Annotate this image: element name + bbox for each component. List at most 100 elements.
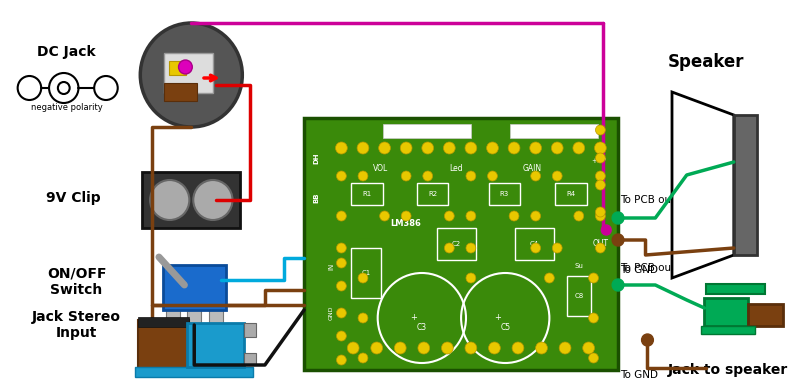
Bar — [135, 367, 253, 377]
Circle shape — [536, 342, 547, 354]
Circle shape — [394, 342, 406, 354]
Text: BB: BB — [313, 193, 319, 203]
Text: To PCB out: To PCB out — [620, 195, 675, 205]
Text: C8: C8 — [574, 293, 583, 299]
Circle shape — [337, 171, 346, 181]
Circle shape — [337, 258, 346, 268]
Circle shape — [58, 82, 70, 94]
Circle shape — [552, 243, 562, 253]
Bar — [437, 228, 476, 260]
Circle shape — [402, 211, 411, 221]
Bar — [244, 353, 256, 365]
Circle shape — [466, 243, 476, 253]
Text: To GND: To GND — [620, 265, 658, 275]
Bar — [555, 183, 586, 205]
Bar — [734, 115, 758, 255]
Text: 9V Clip: 9V Clip — [46, 191, 101, 205]
Text: +9V: +9V — [591, 158, 606, 164]
Text: C4: C4 — [530, 241, 539, 247]
Circle shape — [530, 171, 541, 181]
Circle shape — [380, 211, 390, 221]
Text: −: − — [101, 82, 111, 95]
Text: R2: R2 — [428, 191, 437, 197]
Circle shape — [358, 313, 368, 323]
Bar — [351, 183, 382, 205]
Text: Jack Stereo
Input: Jack Stereo Input — [32, 310, 121, 340]
Circle shape — [552, 171, 562, 181]
Circle shape — [559, 342, 571, 354]
Circle shape — [337, 211, 346, 221]
Circle shape — [94, 76, 118, 100]
Circle shape — [358, 171, 368, 181]
Bar — [417, 183, 448, 205]
Bar — [515, 228, 554, 260]
Circle shape — [642, 334, 654, 346]
Bar — [382, 124, 471, 138]
Text: +: + — [410, 314, 418, 322]
Bar — [510, 124, 598, 138]
Circle shape — [512, 342, 524, 354]
Text: negative polarity: negative polarity — [31, 102, 102, 112]
Circle shape — [337, 243, 346, 253]
Circle shape — [337, 281, 346, 291]
Circle shape — [442, 342, 454, 354]
Text: R1: R1 — [362, 191, 371, 197]
Circle shape — [489, 342, 500, 354]
Circle shape — [612, 234, 624, 246]
Text: Su: Su — [574, 263, 583, 269]
Circle shape — [445, 243, 454, 253]
Circle shape — [465, 342, 477, 354]
Circle shape — [595, 207, 606, 217]
Circle shape — [335, 142, 347, 154]
Text: DC Jack: DC Jack — [38, 45, 96, 59]
Text: +: + — [26, 83, 34, 93]
Circle shape — [589, 353, 598, 363]
Circle shape — [602, 225, 611, 235]
Circle shape — [589, 273, 598, 283]
Circle shape — [422, 142, 434, 154]
Circle shape — [194, 180, 233, 220]
Circle shape — [466, 171, 476, 181]
Text: Led: Led — [450, 163, 463, 172]
Circle shape — [358, 273, 368, 283]
Circle shape — [358, 353, 368, 363]
Bar — [187, 307, 201, 337]
Text: R3: R3 — [500, 191, 509, 197]
Circle shape — [465, 142, 477, 154]
Circle shape — [418, 342, 430, 354]
Text: C1: C1 — [362, 270, 370, 276]
Bar — [702, 326, 755, 334]
Bar — [351, 248, 381, 298]
Circle shape — [423, 171, 433, 181]
Circle shape — [595, 153, 606, 163]
Circle shape — [371, 342, 382, 354]
Circle shape — [612, 212, 624, 224]
Circle shape — [530, 243, 541, 253]
Circle shape — [466, 211, 476, 221]
Circle shape — [589, 313, 598, 323]
Circle shape — [595, 211, 606, 221]
Circle shape — [530, 142, 542, 154]
Circle shape — [140, 23, 242, 127]
Bar — [209, 307, 222, 337]
Bar — [142, 172, 240, 228]
Text: C5: C5 — [500, 324, 510, 333]
Text: IN: IN — [329, 262, 334, 270]
Circle shape — [545, 273, 554, 283]
Circle shape — [49, 73, 78, 103]
Circle shape — [574, 211, 584, 221]
Circle shape — [487, 171, 498, 181]
Polygon shape — [672, 92, 734, 278]
Bar — [163, 265, 226, 310]
Bar — [164, 83, 197, 101]
Bar — [138, 317, 190, 327]
Circle shape — [573, 142, 585, 154]
Circle shape — [595, 125, 606, 135]
Bar — [244, 323, 256, 337]
Circle shape — [400, 142, 412, 154]
Circle shape — [582, 342, 594, 354]
Circle shape — [18, 76, 42, 100]
Circle shape — [594, 142, 606, 154]
Circle shape — [508, 142, 520, 154]
Circle shape — [595, 180, 606, 190]
